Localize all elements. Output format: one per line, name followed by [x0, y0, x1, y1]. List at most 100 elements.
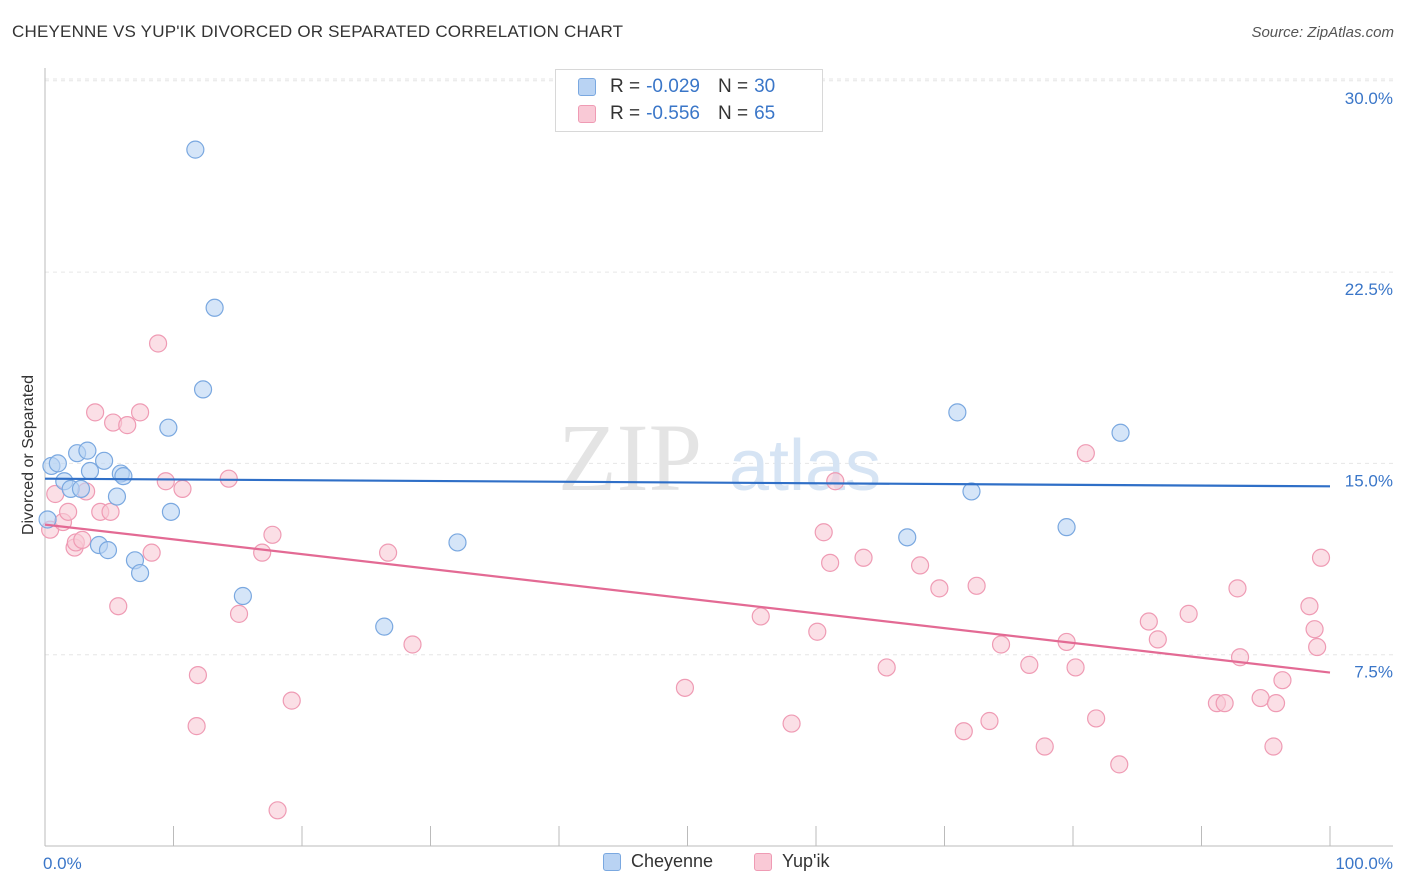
- data-points: [38, 140, 1331, 820]
- trend-lines: [44, 477, 1331, 674]
- yupik-point: [1020, 655, 1039, 674]
- cheyenne-point: [948, 403, 967, 422]
- yupik-point: [675, 678, 695, 697]
- series-legend-yupik[interactable]: Yup'ik: [754, 851, 829, 872]
- yupik-r-value: -0.556: [646, 103, 700, 124]
- cheyenne-point: [78, 441, 97, 460]
- cheyenne-point: [98, 541, 118, 560]
- cheyenne-point: [233, 586, 252, 606]
- series-legend-cheyenne[interactable]: Cheyenne: [603, 851, 713, 872]
- legend-n-label: N =: [717, 103, 749, 124]
- yupik-point: [1179, 604, 1198, 623]
- yupik-point: [877, 658, 896, 677]
- y-tick-label: 7.5%: [1354, 663, 1393, 682]
- yupik-point: [1035, 737, 1054, 756]
- yupik-point: [1264, 737, 1283, 756]
- yupik-point: [1273, 671, 1292, 690]
- y-tick-label: 22.5%: [1345, 280, 1393, 299]
- y-tick-label: 30.0%: [1345, 89, 1393, 108]
- yupik-point: [188, 665, 208, 685]
- yupik-point: [142, 543, 161, 562]
- watermark-atlas: atlas: [729, 426, 881, 506]
- cheyenne-swatch: [578, 78, 596, 96]
- yupik-point: [930, 579, 949, 598]
- yupik-point: [378, 543, 398, 562]
- cheyenne-point: [95, 451, 114, 470]
- yupik-point: [263, 525, 282, 544]
- axes: [44, 68, 1393, 847]
- y-axis-title: Divorced or Separated: [20, 375, 37, 535]
- yupik-point: [118, 416, 137, 435]
- yupik-point: [1308, 637, 1327, 657]
- cheyenne-point: [159, 418, 178, 437]
- cheyenne-trend-line: [44, 477, 1331, 488]
- yupik-point: [173, 479, 192, 498]
- cheyenne-point: [448, 533, 467, 552]
- cheyenne-swatch: [603, 852, 621, 871]
- yupik-point: [1148, 630, 1167, 649]
- yupik-point: [253, 543, 272, 562]
- yupik-point: [109, 597, 128, 616]
- cheyenne-point: [193, 380, 213, 399]
- cheyenne-point: [80, 461, 100, 481]
- yupik-point: [1228, 579, 1247, 598]
- legend-r-label: R =: [610, 76, 641, 97]
- x-tick-label: 0.0%: [43, 854, 82, 873]
- x-tick-label: 100.0%: [1335, 854, 1393, 873]
- cheyenne-point: [375, 617, 394, 636]
- yupik-point: [782, 714, 801, 733]
- yupik-point: [282, 691, 301, 710]
- yupik-point: [229, 604, 249, 623]
- yupik-point: [1087, 709, 1106, 728]
- legend-row-cheyenne: R = -0.029 N = 30: [578, 75, 775, 99]
- cheyenne-point: [186, 140, 205, 159]
- legend-n-label: N =: [717, 76, 749, 97]
- yupik-swatch: [578, 105, 596, 123]
- yupik-point: [808, 622, 827, 641]
- yupik-point: [826, 472, 845, 491]
- cheyenne-legend-label: Cheyenne: [631, 851, 714, 871]
- yupik-point: [910, 556, 930, 575]
- yupik-trend-line: [44, 523, 1331, 674]
- cheyenne-point: [107, 487, 127, 506]
- yupik-point: [1076, 444, 1095, 463]
- yupik-point: [954, 722, 973, 741]
- chart-title: CHEYENNE VS YUP'IK DIVORCED OR SEPARATED…: [12, 22, 624, 41]
- cheyenne-point: [114, 467, 133, 486]
- yupik-point: [101, 502, 120, 521]
- yupik-point: [1110, 755, 1129, 774]
- yupik-point: [1215, 694, 1234, 713]
- yupik-legend-label: Yup'ik: [782, 851, 830, 871]
- yupik-point: [187, 717, 206, 736]
- yupik-point: [1300, 597, 1319, 616]
- cheyenne-point: [161, 502, 181, 521]
- yupik-point: [814, 523, 833, 542]
- watermark-zip: ZIP: [558, 404, 702, 511]
- yupik-point: [967, 576, 986, 595]
- yupik-point: [1251, 688, 1270, 708]
- cheyenne-point: [130, 563, 150, 583]
- yupik-point: [1066, 658, 1085, 677]
- legend-r-label: R =: [610, 103, 641, 124]
- yupik-point: [854, 548, 873, 567]
- y-tick-label: 15.0%: [1345, 471, 1393, 490]
- cheyenne-point: [962, 482, 981, 501]
- yupik-point: [156, 472, 175, 491]
- yupik-point: [821, 553, 840, 572]
- y-tick-labels: 7.5% 15.0% 22.5% 30.0%: [1345, 89, 1393, 682]
- yupik-point: [130, 403, 150, 422]
- cheyenne-r-value: -0.029: [646, 76, 700, 97]
- yupik-point: [1266, 694, 1286, 713]
- yupik-point: [1311, 548, 1331, 567]
- yupik-point: [268, 801, 287, 820]
- cheyenne-point: [1111, 423, 1130, 442]
- cheyenne-point: [898, 528, 917, 547]
- yupik-point: [751, 607, 770, 626]
- yupik-point: [86, 403, 105, 422]
- legend-row-yupik: R = -0.556 N = 65: [578, 102, 775, 126]
- x-tick-labels: 0.0% 100.0%: [43, 854, 1393, 873]
- yupik-point: [148, 334, 168, 353]
- cheyenne-point: [38, 510, 57, 529]
- source-label: Source: ZipAtlas.com: [1251, 24, 1394, 41]
